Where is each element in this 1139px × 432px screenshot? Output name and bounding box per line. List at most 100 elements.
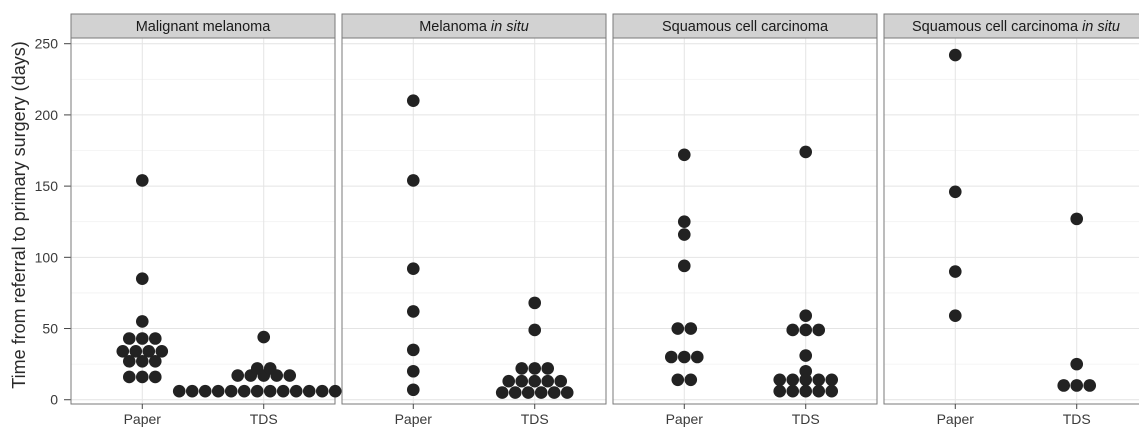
data-point (560, 386, 574, 399)
data-point (148, 332, 162, 345)
data-point (263, 384, 277, 398)
data-point (135, 332, 149, 345)
data-point (799, 145, 813, 159)
data-point (515, 374, 529, 388)
data-point (198, 384, 212, 398)
data-point (148, 370, 162, 384)
data-point (289, 384, 303, 398)
x-tick-label: TDS (792, 411, 820, 427)
data-point (508, 386, 522, 399)
data-point (677, 215, 691, 229)
x-tick-label: Paper (395, 411, 433, 427)
data-point (1070, 379, 1084, 392)
x-tick-label: TDS (1063, 411, 1091, 427)
facet-title: Malignant melanoma (136, 19, 272, 35)
data-point (302, 384, 316, 398)
data-point (528, 374, 542, 388)
y-tick-label: 100 (35, 249, 59, 265)
data-point (547, 386, 561, 399)
data-point (406, 305, 420, 318)
x-tick-label: TDS (521, 411, 549, 427)
data-point (541, 362, 555, 375)
y-tick-label: 200 (35, 107, 59, 123)
data-point (148, 354, 162, 368)
data-point (554, 374, 568, 388)
data-point (684, 373, 698, 387)
data-point (825, 373, 839, 387)
data-point (948, 265, 962, 278)
data-point (521, 386, 535, 399)
data-point (825, 384, 839, 398)
data-point (515, 362, 529, 375)
data-point (237, 384, 251, 398)
data-point (406, 174, 420, 187)
data-point (812, 373, 826, 387)
data-point (671, 322, 685, 335)
data-point (812, 323, 826, 337)
data-point (786, 373, 800, 387)
facet-title-main: Squamous cell carcinoma (662, 19, 829, 35)
data-point (129, 345, 143, 358)
y-axis: 0 50 100 150 200 250 (35, 36, 71, 408)
data-point (948, 185, 962, 199)
data-point (406, 94, 420, 107)
data-point (1083, 379, 1097, 392)
facet-strip (883, 13, 1139, 39)
data-point (948, 48, 962, 62)
data-point (677, 350, 691, 364)
facet-title: Melanoma in situ (419, 19, 529, 35)
data-point (684, 322, 698, 335)
data-point (172, 384, 186, 398)
panel-background (71, 38, 335, 404)
data-point (664, 350, 678, 364)
data-point (257, 330, 271, 344)
facet-panel: Squamous cell carcinoma in situ Paper TDS (883, 13, 1139, 427)
data-point (122, 354, 136, 368)
data-point (406, 364, 420, 378)
data-point (773, 373, 787, 387)
data-point (948, 309, 962, 323)
facet-panel: Squamous cell carcinoma Paper TDS (612, 13, 878, 427)
data-point (690, 350, 704, 364)
data-point (185, 384, 199, 398)
panel-background (884, 38, 1139, 404)
data-point (528, 296, 542, 310)
facet-title-main: Malignant melanoma (136, 19, 272, 35)
data-point (773, 384, 787, 398)
data-point (135, 354, 149, 368)
facet-panel: Melanoma in situ Paper TDS (341, 13, 607, 427)
data-point (122, 370, 136, 384)
data-point (1070, 357, 1084, 371)
data-point (799, 309, 813, 323)
facet-strip (612, 13, 878, 39)
y-tick-label: 250 (35, 36, 59, 52)
y-tick-label: 150 (35, 178, 59, 194)
data-point (406, 383, 420, 397)
data-point (1057, 379, 1071, 392)
y-axis-label: Time from referral to primary surgery (d… (9, 41, 29, 388)
y-tick-label: 0 (50, 392, 58, 408)
facet-title-italic: in situ (491, 19, 529, 35)
facet-title-main: Melanoma (419, 19, 491, 35)
data-point (263, 362, 277, 375)
data-point (528, 323, 542, 337)
data-point (799, 364, 813, 378)
data-point (799, 349, 813, 362)
data-point (812, 384, 826, 398)
data-point (122, 332, 136, 345)
data-point (135, 272, 149, 285)
data-point (786, 323, 800, 337)
data-point (283, 369, 297, 382)
data-point (677, 228, 691, 241)
data-point (211, 384, 225, 398)
panel-background (342, 38, 606, 404)
data-point (315, 384, 329, 398)
facet-panel: Malignant melanoma Paper TDS (70, 13, 355, 427)
data-point (495, 386, 509, 399)
data-point (1070, 212, 1084, 226)
facet-title-main: Squamous cell carcinoma (912, 19, 1082, 35)
data-point (799, 384, 813, 398)
data-point (786, 384, 800, 398)
data-point (541, 374, 555, 388)
